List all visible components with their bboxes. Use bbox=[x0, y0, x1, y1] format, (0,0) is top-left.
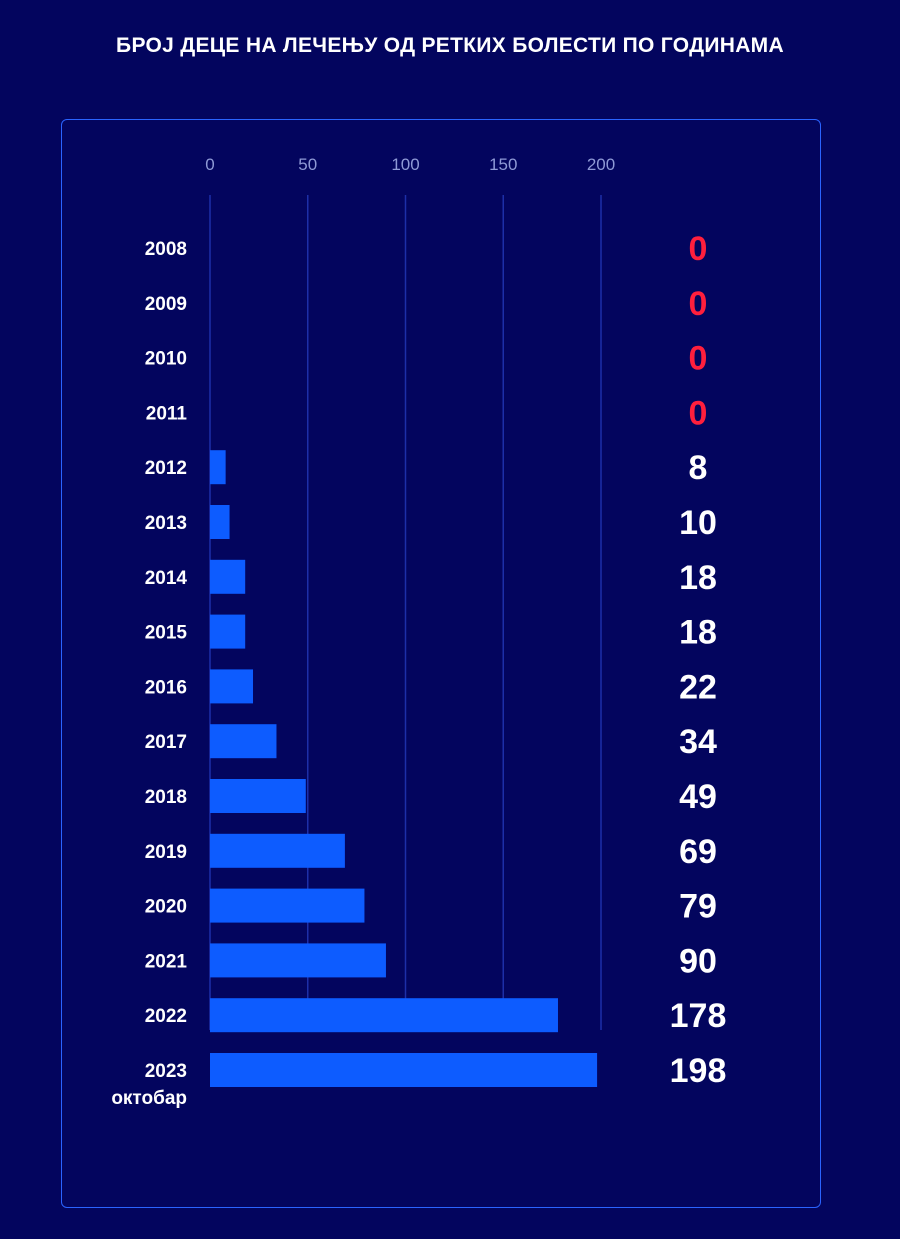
x-tick-label: 0 bbox=[205, 155, 214, 174]
category-label: 2019 bbox=[145, 842, 187, 863]
category-label: 2008 bbox=[145, 239, 187, 260]
chart-title: БРОЈ ДЕЦЕ НА ЛЕЧЕЊУ ОД РЕТКИХ БОЛЕСТИ ПО… bbox=[116, 34, 784, 57]
category-label: 2012 bbox=[145, 458, 187, 479]
bar bbox=[210, 450, 226, 485]
category-label: 2009 bbox=[145, 294, 187, 315]
value-label: 0 bbox=[689, 340, 708, 378]
x-axis-ticks: 0 50 100 150 200 bbox=[205, 155, 615, 174]
value-label: 34 bbox=[679, 723, 717, 761]
x-tick-label: 50 bbox=[298, 155, 317, 174]
value-label: 0 bbox=[689, 394, 708, 432]
bar bbox=[210, 998, 558, 1033]
category-label: 2021 bbox=[145, 951, 188, 972]
bar bbox=[210, 943, 386, 978]
value-label: 69 bbox=[679, 833, 717, 871]
bar bbox=[210, 614, 246, 649]
value-label: 18 bbox=[679, 559, 717, 597]
value-label: 0 bbox=[689, 285, 708, 323]
value-label: 8 bbox=[689, 449, 708, 487]
category-label: 2016 bbox=[145, 677, 187, 698]
value-label: 49 bbox=[679, 778, 717, 816]
category-label: 2011 bbox=[146, 403, 188, 424]
x-tick-label: 200 bbox=[587, 155, 615, 174]
value-label: 198 bbox=[670, 1052, 727, 1090]
value-label: 22 bbox=[679, 668, 717, 706]
x-tick-label: 150 bbox=[489, 155, 517, 174]
category-label: 2014 bbox=[145, 568, 188, 589]
bar bbox=[210, 779, 306, 813]
bar bbox=[210, 724, 277, 759]
category-label: 2022 bbox=[145, 1006, 187, 1027]
value-label: 178 bbox=[670, 997, 727, 1035]
value-label: 18 bbox=[679, 614, 717, 652]
bar bbox=[210, 559, 246, 594]
x-tick-label: 100 bbox=[391, 155, 419, 174]
value-label: 90 bbox=[679, 942, 717, 980]
category-label: 2017 bbox=[145, 732, 187, 753]
bars bbox=[210, 450, 598, 1087]
bar bbox=[210, 505, 230, 539]
bar bbox=[210, 1053, 598, 1087]
category-label: 2018 bbox=[145, 787, 187, 808]
category-label: 2023 bbox=[145, 1061, 187, 1082]
bar bbox=[210, 669, 254, 704]
bar bbox=[210, 888, 365, 923]
category-label: 2020 bbox=[145, 897, 187, 918]
category-label: 2013 bbox=[145, 513, 187, 534]
value-label: 0 bbox=[689, 230, 708, 268]
category-label: 2010 bbox=[145, 349, 187, 370]
bar bbox=[210, 833, 345, 868]
category-labels: 2008 2009 2010 2011 2012 2013 2014 2015 2016 2017… bbox=[111, 239, 187, 1109]
chart-frame bbox=[61, 119, 821, 1208]
value-labels: 0 0 0 0 8 10 18 18 22 34 49 69 79 90 178 198 bbox=[670, 230, 727, 1090]
value-label: 10 bbox=[679, 504, 717, 542]
category-sublabel: октобар bbox=[111, 1088, 187, 1109]
value-label: 79 bbox=[679, 888, 717, 926]
category-label: 2015 bbox=[145, 623, 188, 644]
